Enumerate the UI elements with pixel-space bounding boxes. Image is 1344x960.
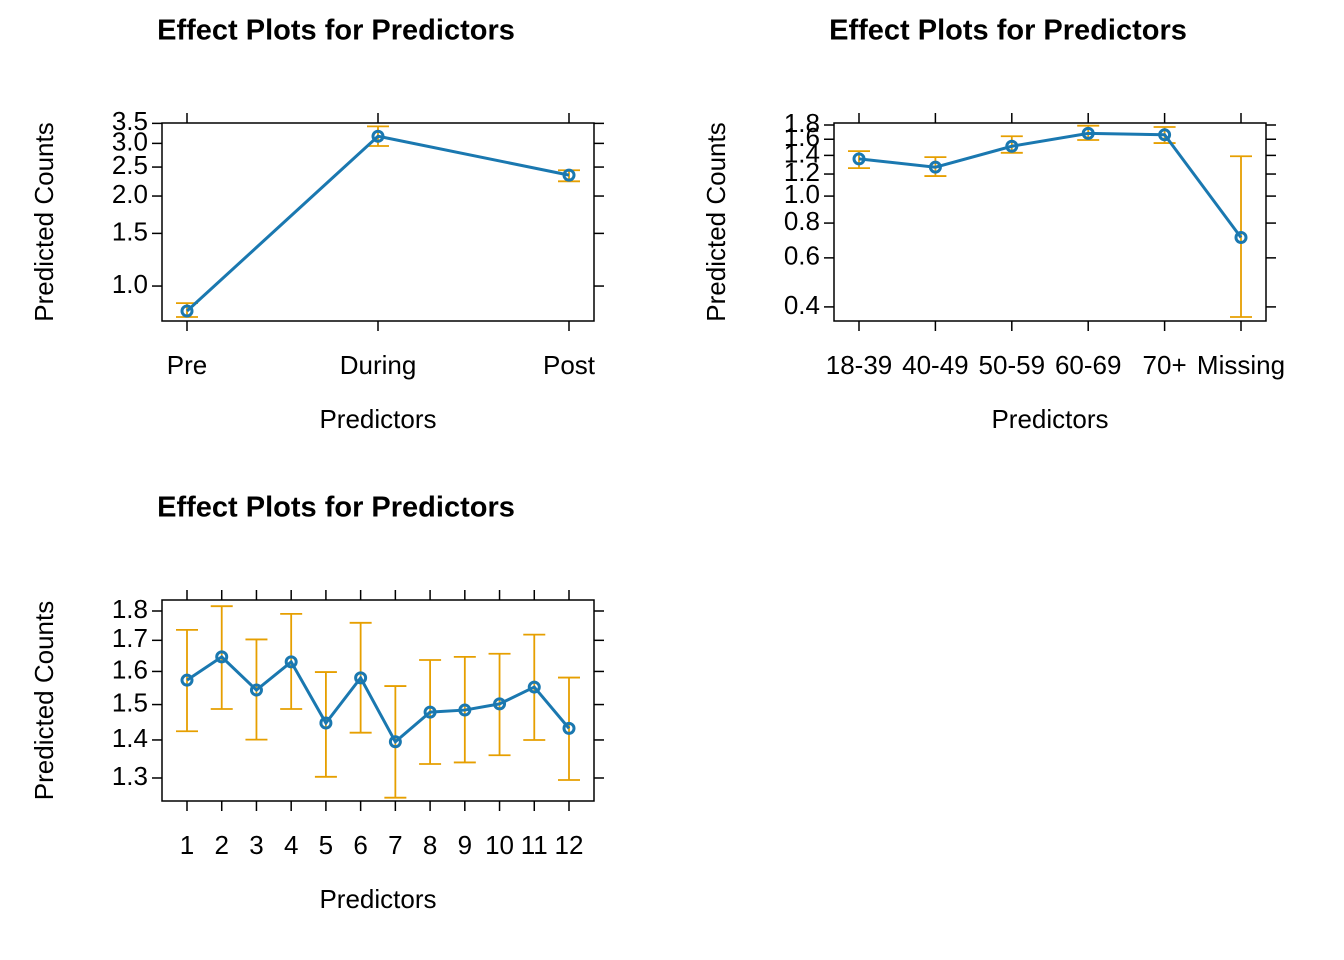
- point: [371, 129, 385, 143]
- x-tick-label: 5: [319, 830, 333, 860]
- y-tick-label: 1.0: [784, 179, 820, 209]
- effect-line: [185, 134, 570, 313]
- chart-title: Effect Plots for Predictors: [829, 15, 1187, 47]
- x-tick-label: Pre: [167, 350, 207, 380]
- y-tick-label: 1.6: [784, 122, 820, 152]
- point: [319, 716, 333, 730]
- point: [1081, 126, 1095, 140]
- y-tick-label: 1.5: [112, 216, 148, 246]
- point: [1234, 231, 1248, 245]
- y-tick-label: 1.5: [112, 687, 148, 717]
- point: [423, 705, 437, 719]
- y-tick-label: 1.8: [784, 108, 820, 138]
- x-tick-label: 7: [388, 830, 402, 860]
- y-tick-label: 0.4: [784, 290, 820, 320]
- y-tick-label: 3.5: [112, 106, 148, 136]
- x-axis-label: Predictors: [991, 404, 1108, 434]
- effect-line: [858, 131, 1243, 239]
- x-axis-label: Predictors: [319, 884, 436, 914]
- x-tick-label: 8: [423, 830, 437, 860]
- y-tick-label: 1.0: [112, 269, 148, 299]
- y-tick-label: 0.6: [784, 241, 820, 271]
- x-tick-label: 9: [458, 830, 472, 860]
- x-tick-label: 12: [555, 830, 584, 860]
- x-tick-label: During: [340, 350, 417, 380]
- y-tick-label: 3.0: [112, 126, 148, 156]
- point: [562, 168, 576, 182]
- plot-frame: [833, 122, 1267, 322]
- point: [180, 673, 194, 687]
- point: [354, 671, 368, 685]
- y-tick-label: 0.8: [784, 206, 820, 236]
- chart-title: Effect Plots for Predictors: [157, 492, 515, 524]
- y-axis-label: Predicted Counts: [29, 122, 59, 321]
- plot-frame: [161, 599, 595, 802]
- point: [527, 680, 541, 694]
- y-tick-label: 1.7: [112, 623, 148, 653]
- point: [284, 655, 298, 669]
- point: [1005, 139, 1019, 153]
- error-bar: [176, 628, 198, 733]
- point: [852, 152, 866, 166]
- x-axis-label: Predictors: [319, 404, 436, 434]
- y-tick-label: 1.8: [112, 594, 148, 624]
- point: [1158, 128, 1172, 142]
- y-tick-label: 2.5: [112, 150, 148, 180]
- error-bar: [558, 676, 580, 781]
- x-tick-label: 40-49: [902, 350, 969, 380]
- plot-frame: [161, 122, 595, 322]
- y-tick-label: 1.4: [112, 723, 148, 753]
- y-axis-label: Predicted Counts: [701, 122, 731, 321]
- point: [562, 721, 576, 735]
- y-tick-label: 1.4: [784, 138, 820, 168]
- y-tick-label: 1.3: [112, 761, 148, 791]
- point: [458, 703, 472, 717]
- x-tick-label: 70+: [1143, 350, 1187, 380]
- x-tick-label: 4: [284, 830, 298, 860]
- x-tick-label: 50-59: [979, 350, 1046, 380]
- x-tick-label: Missing: [1197, 350, 1285, 380]
- x-tick-label: 3: [249, 830, 263, 860]
- y-tick-label: 1.2: [784, 157, 820, 187]
- x-tick-label: Post: [543, 350, 596, 380]
- effect-line: [186, 654, 571, 745]
- y-axis-label: Predicted Counts: [29, 601, 59, 800]
- x-tick-label: 18-39: [826, 350, 893, 380]
- point: [928, 160, 942, 174]
- x-tick-label: 10: [485, 830, 514, 860]
- x-tick-label: 2: [214, 830, 228, 860]
- y-tick-label: 2.0: [112, 179, 148, 209]
- point: [215, 650, 229, 664]
- point: [249, 683, 263, 697]
- x-tick-label: 6: [353, 830, 367, 860]
- y-tick-label: 1.6: [112, 654, 148, 684]
- x-tick-label: 1: [180, 830, 194, 860]
- point: [493, 697, 507, 711]
- chart-title: Effect Plots for Predictors: [157, 15, 515, 47]
- point: [388, 735, 402, 749]
- x-tick-label: 11: [521, 830, 548, 860]
- x-tick-label: 60-69: [1055, 350, 1122, 380]
- point: [180, 304, 194, 318]
